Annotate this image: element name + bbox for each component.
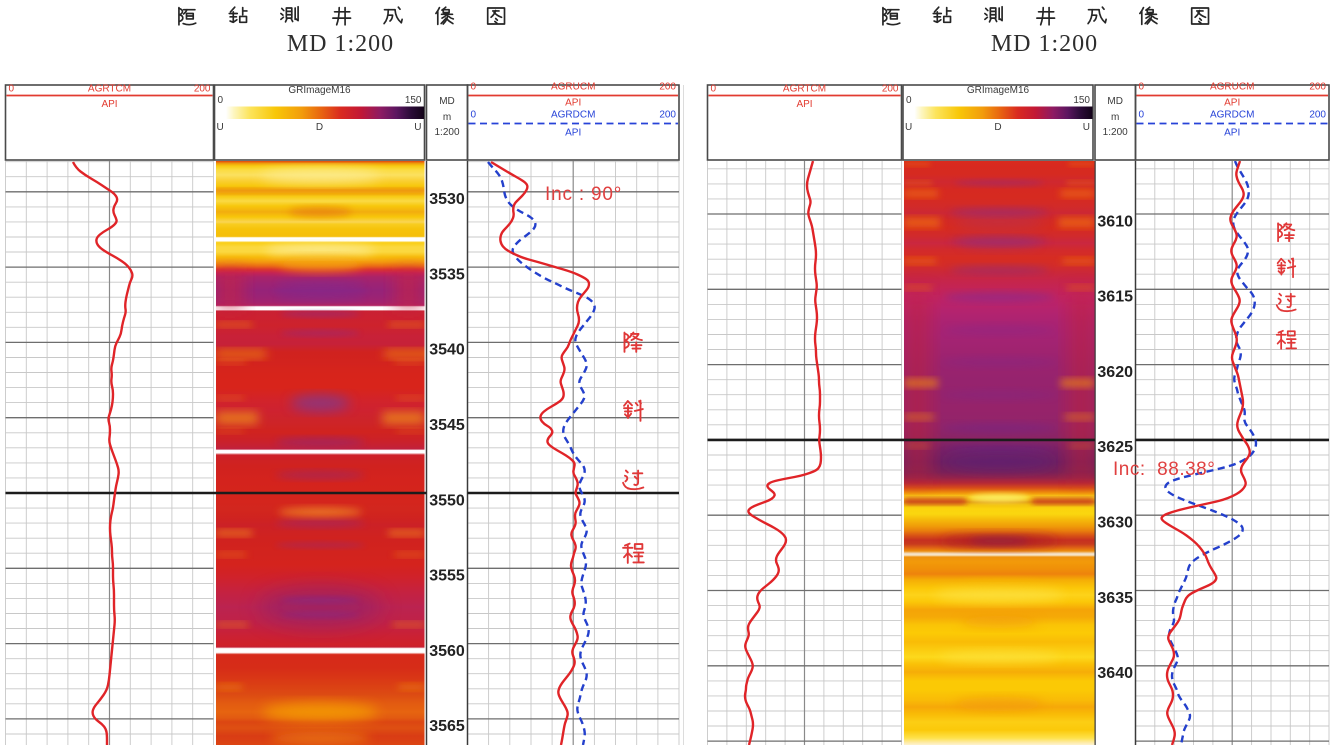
svg-text:API: API [1224,128,1240,139]
svg-text:AGRTCM: AGRTCM [88,84,131,95]
svg-text:U: U [414,122,421,133]
svg-text:3615: 3615 [1097,289,1133,306]
svg-text:0: 0 [218,95,224,106]
svg-text:AGRTCM: AGRTCM [783,84,826,95]
svg-text:AGRUCM: AGRUCM [551,82,595,93]
svg-text:3545: 3545 [429,417,465,434]
svg-text:MD 1:200: MD 1:200 [287,31,394,57]
svg-text:3635: 3635 [1097,590,1133,607]
svg-text:0: 0 [9,84,15,95]
svg-text:0: 0 [471,110,477,121]
svg-text:3540: 3540 [429,342,465,359]
svg-text:GRImageM16: GRImageM16 [967,85,1030,96]
svg-text:3560: 3560 [429,643,465,660]
svg-text:3530: 3530 [429,191,465,208]
svg-text:API: API [565,128,581,139]
svg-text:3550: 3550 [429,492,465,509]
svg-text:0: 0 [906,95,912,106]
svg-text:3625: 3625 [1097,439,1133,456]
svg-text:3555: 3555 [429,568,465,585]
svg-text:AGRUCM: AGRUCM [1210,82,1254,93]
svg-text:AGRDCM: AGRDCM [551,110,595,121]
svg-text:3565: 3565 [429,718,465,735]
svg-text:0: 0 [1139,110,1145,121]
svg-text:API: API [796,99,812,110]
svg-text:Inc : 90°: Inc : 90° [545,184,622,205]
svg-text:U: U [217,122,224,133]
svg-text:API: API [565,98,581,109]
svg-text:200: 200 [194,84,211,95]
svg-text:MD: MD [1107,96,1123,107]
svg-text:200: 200 [659,110,676,121]
svg-text:0: 0 [471,82,477,93]
svg-text:1:200: 1:200 [434,127,459,138]
svg-text:3535: 3535 [429,266,465,283]
svg-text:3620: 3620 [1097,364,1133,381]
svg-text:0: 0 [711,84,717,95]
svg-text:3610: 3610 [1097,213,1133,230]
svg-text:200: 200 [659,82,676,93]
svg-text:200: 200 [882,84,899,95]
svg-text:Inc: 88.38°: Inc: 88.38° [1113,459,1215,480]
svg-text:m: m [1111,112,1119,123]
svg-text:3630: 3630 [1097,515,1133,532]
svg-text:3640: 3640 [1097,665,1133,682]
svg-text:1:200: 1:200 [1103,127,1128,138]
svg-text:150: 150 [405,95,422,106]
svg-text:0: 0 [1139,82,1145,93]
svg-text:U: U [1083,122,1090,133]
svg-text:MD 1:200: MD 1:200 [991,31,1098,57]
svg-text:AGRDCM: AGRDCM [1210,110,1254,121]
svg-text:MD: MD [439,96,455,107]
svg-text:U: U [905,122,912,133]
svg-text:API: API [101,99,117,110]
svg-text:200: 200 [1309,110,1326,121]
svg-text:GRImageM16: GRImageM16 [288,85,351,96]
svg-text:150: 150 [1073,95,1090,106]
svg-text:200: 200 [1309,82,1326,93]
svg-text:m: m [443,112,451,123]
svg-text:D: D [994,122,1001,133]
svg-text:API: API [1224,98,1240,109]
svg-text:D: D [316,122,323,133]
